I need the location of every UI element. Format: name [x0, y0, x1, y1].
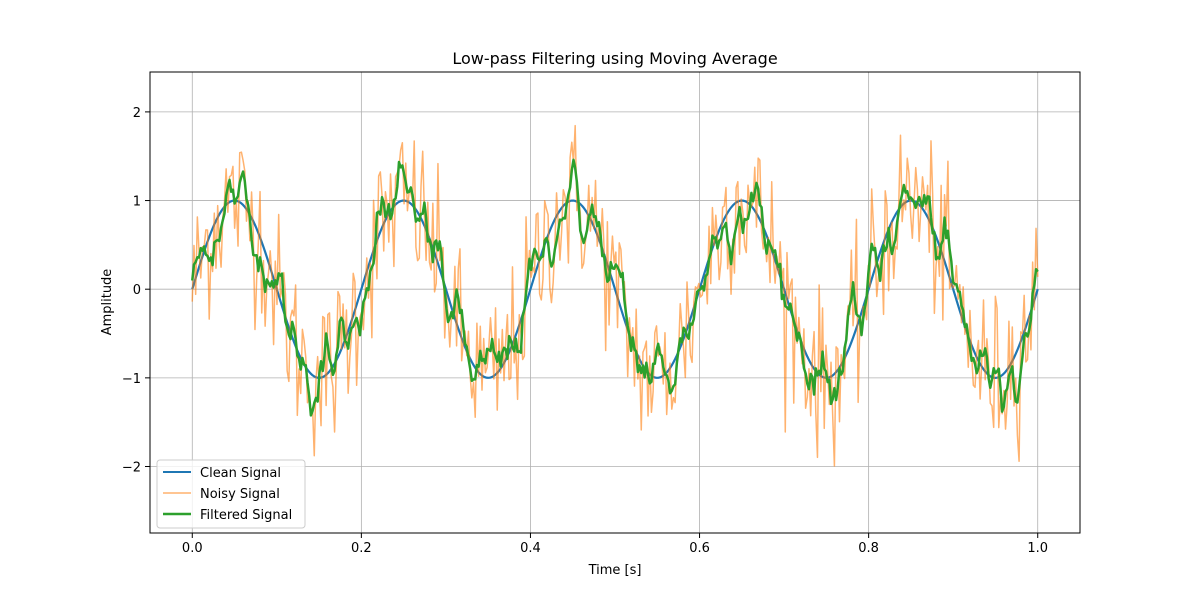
legend-label-filtered-signal: Filtered Signal: [200, 508, 292, 523]
series-line-clean-signal: [191, 199, 1039, 379]
x-tick-label-5: 1.0: [1027, 541, 1048, 556]
plot-area: 0.0 0.2 0.4 0.6 0.8 1.0 −2 −1 0 1 2: [122, 71, 1081, 556]
chart-title: Low-pass Filtering using Moving Average: [452, 49, 777, 68]
legend-label-clean-signal: Clean Signal: [200, 466, 281, 481]
y-tick-label-0: −2: [122, 461, 141, 476]
x-axis-ticks: 0.0 0.2 0.4 0.6 0.8 1.0: [182, 533, 1048, 556]
y-axis-label: Amplitude: [100, 269, 115, 336]
series-layer: [191, 124, 1039, 467]
series-line-noisy-signal: [191, 124, 1039, 467]
y-axis-ticks: −2 −1 0 1 2: [122, 106, 150, 476]
y-tick-label-4: 2: [133, 106, 141, 121]
x-axis-label: Time [s]: [588, 563, 642, 578]
y-tick-label-3: 1: [133, 195, 141, 210]
x-tick-label-0: 0.0: [182, 541, 203, 556]
legend-box: [156, 459, 306, 529]
x-tick-label-4: 0.8: [858, 541, 879, 556]
axes-frame: [149, 71, 1081, 534]
series-line-filtered-signal: [191, 158, 1039, 417]
y-tick-label-2: 0: [133, 283, 141, 298]
x-tick-label-2: 0.4: [520, 541, 541, 556]
legend: Clean Signal Noisy Signal Filtered Signa…: [156, 459, 306, 529]
x-tick-label-3: 0.6: [689, 541, 710, 556]
x-tick-label-1: 0.2: [351, 541, 372, 556]
legend-label-noisy-signal: Noisy Signal: [200, 487, 280, 502]
y-tick-label-1: −1: [122, 372, 141, 387]
